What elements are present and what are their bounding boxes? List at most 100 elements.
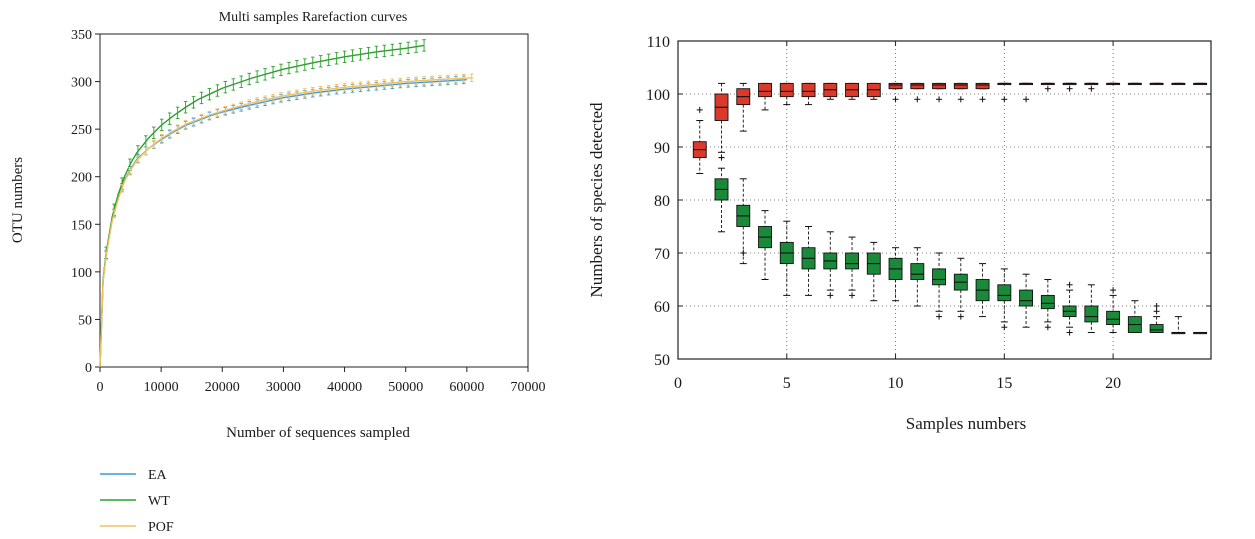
boxplot-y-tick-label: 80 — [654, 193, 670, 210]
boxplot-box — [997, 284, 1012, 302]
boxplot-box — [932, 268, 947, 286]
boxplot-box — [779, 82, 794, 98]
rarefaction-x-tick-label: 40000 — [327, 380, 362, 395]
boxplot-box — [975, 82, 990, 90]
boxplot-box-group — [801, 226, 816, 296]
rarefaction-x-tick-label: 0 — [97, 380, 104, 395]
legend-label-ea: EA — [148, 468, 168, 483]
boxplot-box-group — [1127, 300, 1142, 333]
boxplot-box-group — [801, 82, 816, 106]
rarefaction-axis-ticks: 0 10000 20000 30000 40000 50000 60000 70000 0 50 1… — [71, 28, 546, 395]
boxplot-box-group — [1019, 82, 1034, 103]
rarefaction-x-axis-label: Number of sequences sampled — [226, 425, 410, 441]
boxplot-box-group — [823, 231, 838, 299]
boxplot-box-group — [1149, 82, 1164, 86]
boxplot-box-group — [1084, 82, 1099, 92]
boxplot-box — [932, 82, 947, 90]
rarefaction-y-tick-label: 200 — [71, 171, 92, 186]
rarefaction-line-wt — [99, 44, 425, 368]
boxplot-box-group — [910, 247, 925, 307]
rarefaction-series-layer — [99, 39, 474, 368]
rarefaction-series-pof — [99, 73, 474, 368]
rarefaction-y-axis-label: OTU numbers — [10, 157, 26, 243]
boxplot-box-group — [1171, 82, 1186, 86]
boxplot-box-group — [758, 210, 772, 280]
boxplot-y-tick-label: 110 — [647, 34, 670, 51]
boxplot-box-group — [823, 82, 838, 100]
boxplot-box-group — [692, 106, 707, 174]
boxplot-box-group — [736, 82, 751, 132]
rarefaction-y-tick-label: 150 — [71, 218, 92, 233]
rarefaction-series-wt — [99, 39, 426, 368]
rarefaction-line-pof — [99, 77, 474, 368]
boxplot-x-tick-label: 0 — [674, 375, 682, 392]
boxplot-box-group — [932, 82, 947, 103]
boxplot-box — [1019, 289, 1034, 307]
boxplot-box-group — [758, 82, 772, 111]
boxplot-box-group — [1084, 284, 1099, 333]
rarefaction-line-ea — [99, 78, 467, 368]
boxplot-box — [910, 263, 925, 280]
boxplot-y-axis-label: Numbers of species detected — [587, 102, 606, 297]
boxplot-y-tick-label: 70 — [654, 246, 670, 263]
rarefaction-x-tick-label: 20000 — [205, 380, 240, 395]
rarefaction-chart: Multi samples Rarefaction curves 0 10000 2… — [10, 10, 546, 535]
boxplot-y-tick-label: 90 — [654, 140, 670, 157]
boxplot-box-group — [975, 82, 990, 103]
boxplot-x-tick-label: 20 — [1105, 375, 1121, 392]
boxplot-boxes-layer — [692, 82, 1208, 336]
boxplot-axis-ticks: 0 5 10 15 20 50 60 70 80 90 100 110 — [646, 34, 1211, 392]
boxplot-box-group — [953, 82, 968, 103]
boxplot-box-group — [1062, 82, 1077, 92]
boxplot-series-red — [692, 82, 1208, 174]
boxplot-box-group — [1149, 303, 1164, 333]
rarefaction-y-tick-label: 50 — [78, 313, 92, 328]
rarefaction-x-tick-label: 50000 — [388, 380, 423, 395]
boxplot-box — [1040, 294, 1055, 310]
boxplot-box-group — [714, 154, 729, 233]
rarefaction-x-tick-label: 70000 — [511, 380, 546, 395]
boxplot-box-group — [932, 252, 947, 320]
boxplot-x-tick-label: 15 — [996, 375, 1012, 392]
boxplot-box-group — [1040, 82, 1055, 92]
rarefaction-x-tick-label: 30000 — [266, 380, 301, 395]
boxplot-box-group — [779, 82, 794, 106]
rarefaction-y-tick-label: 100 — [71, 266, 92, 281]
rarefaction-legend: EA WT POF — [100, 468, 174, 535]
species-boxplot-chart: 0 5 10 15 20 50 60 70 80 90 100 110 Samples numbers… — [587, 34, 1212, 433]
boxplot-box — [801, 82, 816, 98]
boxplot-box-group — [714, 82, 729, 161]
legend-label-pof: POF — [148, 520, 174, 535]
boxplot-box-group — [997, 268, 1012, 331]
rarefaction-x-tick-label: 10000 — [144, 380, 179, 395]
rarefaction-chart-title: Multi samples Rarefaction curves — [219, 10, 408, 25]
boxplot-box-group — [953, 257, 968, 320]
boxplot-box-group — [1106, 287, 1121, 333]
rarefaction-y-tick-label: 350 — [71, 28, 92, 43]
rarefaction-y-tick-label: 250 — [71, 123, 92, 138]
boxplot-box-group — [1193, 82, 1208, 86]
boxplot-box-group — [1040, 279, 1055, 331]
boxplot-box — [758, 82, 772, 98]
boxplot-box-group — [1062, 281, 1077, 336]
boxplot-box — [888, 82, 903, 90]
boxplot-box — [1106, 310, 1121, 325]
boxplot-box-group — [845, 82, 859, 100]
boxplot-x-tick-label: 5 — [783, 375, 791, 392]
rarefaction-x-tick-label: 60000 — [449, 380, 484, 395]
boxplot-box-group — [1171, 316, 1186, 335]
rarefaction-y-tick-label: 300 — [71, 76, 92, 91]
boxplot-box — [1149, 324, 1164, 333]
legend-label-wt: WT — [148, 494, 170, 509]
boxplot-box-group — [1127, 82, 1142, 86]
rarefaction-plot-frame — [99, 33, 529, 368]
boxplot-box — [1084, 305, 1099, 323]
boxplot-box-group — [888, 247, 903, 302]
boxplot-y-tick-label: 100 — [646, 87, 670, 104]
boxplot-box-group — [1106, 82, 1121, 86]
boxplot-box-group — [888, 82, 903, 103]
boxplot-box-group — [866, 82, 881, 100]
boxplot-box — [953, 82, 968, 90]
boxplot-box-group — [845, 236, 859, 299]
